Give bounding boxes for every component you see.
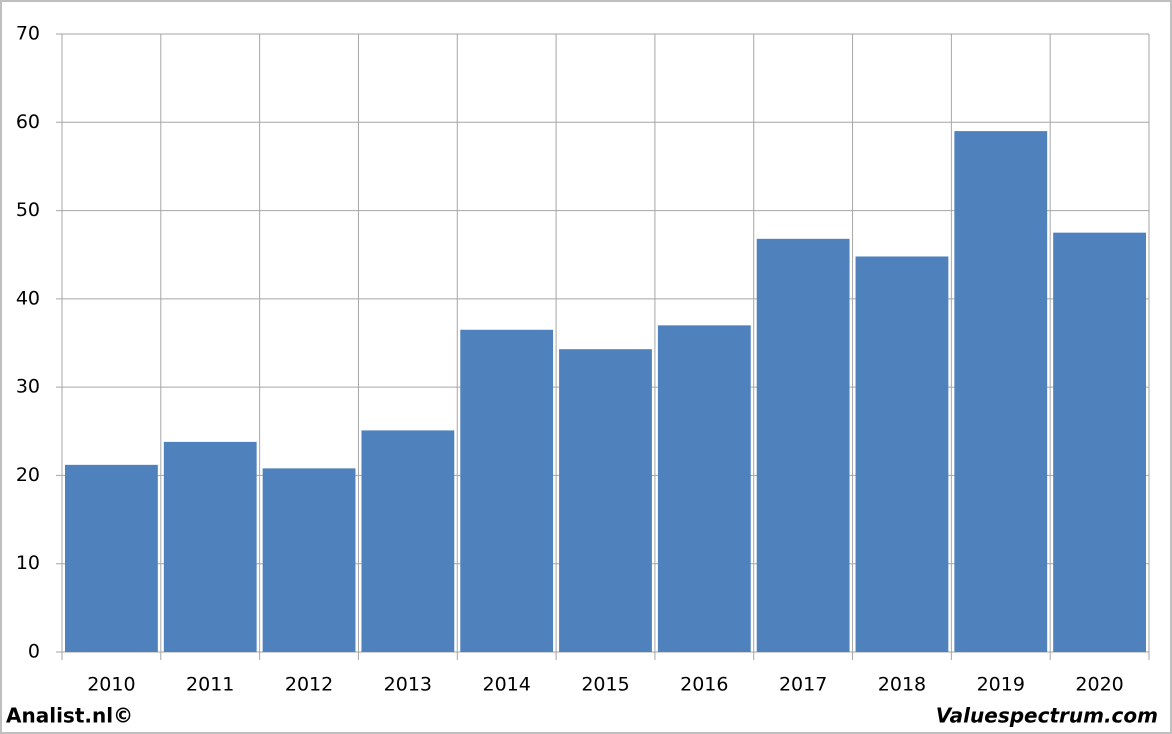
bar [954,131,1048,653]
y-tick-label: 20 [16,464,40,486]
bar [361,430,455,652]
bar [65,464,158,652]
x-tick-label: 2017 [779,674,827,696]
x-tick-label: 2011 [186,674,234,696]
bar [460,329,554,652]
bar [756,238,850,652]
y-tick-label: 50 [16,199,40,221]
x-tick-label: 2012 [285,674,333,696]
x-tick-label: 2020 [1075,674,1123,696]
bar [262,468,356,652]
x-tick-label: 2016 [680,674,728,696]
footer-left: Analist.nl© [6,704,133,728]
y-tick-label: 70 [16,23,40,45]
x-tick-label: 2019 [977,674,1025,696]
bar [855,256,949,652]
y-tick-label: 40 [16,287,40,309]
x-tick-label: 2013 [384,674,432,696]
y-tick-label: 10 [16,552,40,574]
y-tick-label: 0 [28,641,40,663]
x-tick-label: 2010 [87,674,135,696]
x-tick-label: 2018 [878,674,926,696]
x-tick-label: 2015 [581,674,629,696]
bar [163,441,257,652]
bar [657,325,751,652]
bar [1053,232,1146,652]
y-tick-label: 60 [16,111,40,133]
x-tick-label: 2014 [483,674,531,696]
bar [559,349,652,652]
y-tick-label: 30 [16,376,40,398]
footer-right: Valuespectrum.com [936,704,1158,728]
